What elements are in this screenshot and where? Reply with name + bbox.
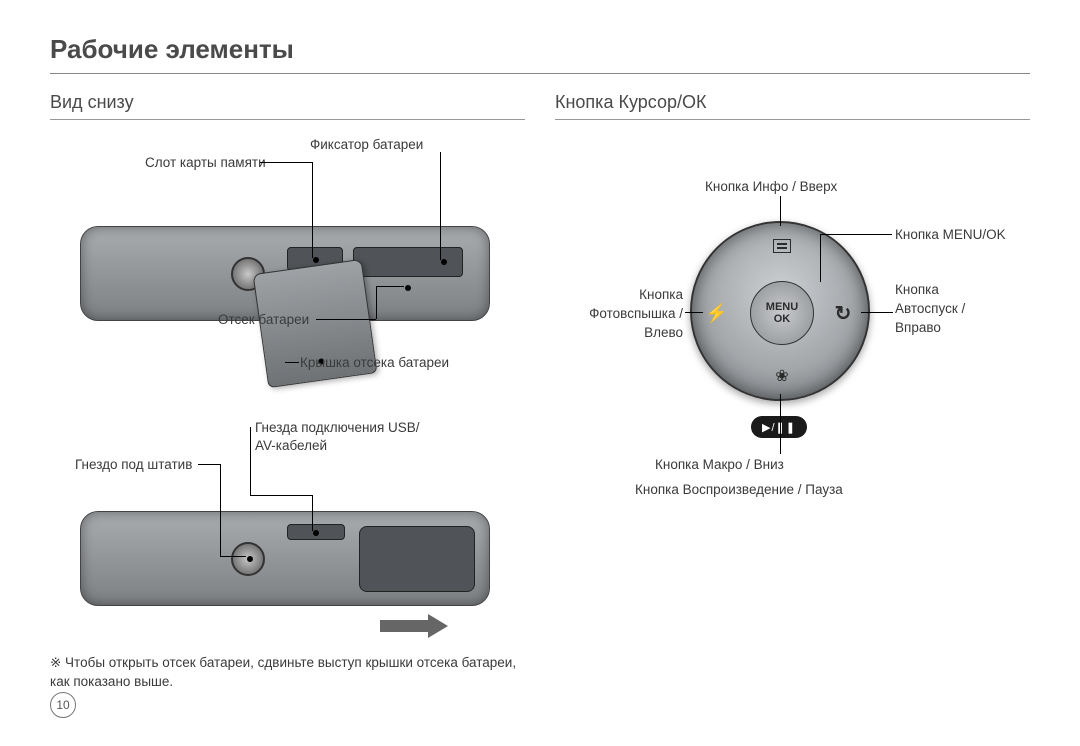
play-pause-pill-icon: ▶/❚❚ (751, 416, 807, 438)
leader-line (312, 495, 313, 531)
leader-line (260, 162, 312, 163)
open-arrow-icon (380, 614, 460, 638)
dial-center-ok: OK (774, 313, 791, 325)
self-timer-icon (832, 302, 854, 324)
label-play-pause: Кнопка Воспроизведение / Пауза (635, 481, 843, 500)
navigation-dial-illustration: MENU OK (690, 221, 870, 401)
label-battery-lock: Фиксатор батареи (310, 136, 423, 154)
dial-center-menu: MENU (766, 301, 798, 313)
leader-line (780, 196, 781, 226)
leader-line (820, 234, 892, 235)
label-macro-down: Кнопка Макро / Вниз (655, 456, 784, 475)
leader-line (316, 319, 376, 320)
menu-ok-center: MENU OK (750, 281, 814, 345)
leader-line (312, 162, 313, 258)
leader-dot (441, 259, 447, 265)
camera-bottom-closed-illustration (80, 511, 490, 606)
leader-line (376, 286, 377, 319)
left-subheading: Вид снизу (50, 92, 525, 113)
leader-dot (247, 556, 253, 562)
bottom-view-diagram: Фиксатор батареи Слот карты памяти Отсек… (50, 136, 525, 636)
left-sub-rule (50, 119, 525, 120)
leader-dot (313, 530, 319, 536)
leader-line (250, 427, 251, 495)
leader-dot (313, 257, 319, 263)
leader-dot (405, 285, 411, 291)
macro-icon (771, 365, 793, 387)
label-info-up: Кнопка Инфо / Вверх (705, 178, 837, 197)
leader-line (861, 312, 893, 313)
label-battery-compartment: Отсек батареи (218, 311, 309, 329)
page-number: 10 (50, 692, 76, 718)
label-memory-slot: Слот карты памяти (145, 154, 266, 172)
footnote: ※ Чтобы открыть отсек батареи, сдвиньте … (50, 654, 525, 692)
right-subheading: Кнопка Курсор/ОК (555, 92, 1030, 113)
leader-line (376, 286, 404, 287)
left-column: Вид снизу Фиксатор батареи Слот карты па… (50, 92, 525, 692)
info-icon (771, 235, 793, 257)
page-title: Рабочие элементы (50, 34, 1030, 65)
label-battery-cover: Крышка отсека батареи (300, 354, 449, 372)
label-usb-av: Гнезда подключения USB/ AV-кабелей (255, 419, 420, 455)
leader-line (285, 362, 299, 363)
label-flash-left: Кнопка Фотовспышка / Влево (583, 286, 683, 343)
leader-line (220, 556, 246, 557)
title-rule (50, 73, 1030, 74)
label-selftimer-right: Кнопка Автоспуск / Вправо (895, 281, 1005, 338)
leader-line (250, 495, 282, 496)
label-menu-ok: Кнопка MENU/OK (895, 226, 1006, 245)
battery-cover-closed-illustration (359, 526, 475, 592)
leader-line (198, 464, 220, 465)
right-sub-rule (555, 119, 1030, 120)
cursor-ok-diagram: MENU OK ▶/❚❚ Кнопка Инфо / Вверх Кнопка … (555, 136, 1030, 556)
leader-line (282, 495, 312, 496)
flash-icon (706, 302, 728, 324)
content-columns: Вид снизу Фиксатор батареи Слот карты па… (50, 92, 1030, 692)
label-tripod-socket: Гнездо под штатив (75, 456, 192, 474)
leader-line (780, 394, 781, 454)
right-column: Кнопка Курсор/ОК MENU OK ▶/❚❚ Кнопка Инф… (555, 92, 1030, 692)
leader-line (820, 234, 821, 282)
leader-line (685, 312, 703, 313)
leader-line (220, 464, 221, 556)
leader-line (440, 152, 441, 260)
